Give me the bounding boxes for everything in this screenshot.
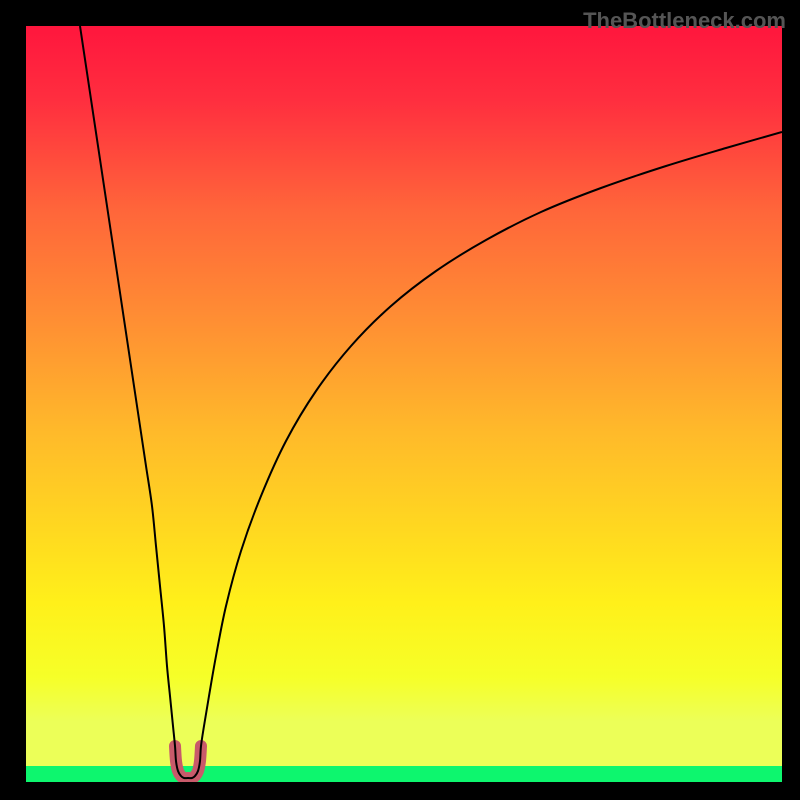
plot-background-gradient: [26, 26, 782, 766]
plot-svg: [26, 26, 782, 782]
plot-background-band: [26, 766, 782, 782]
watermark-text: TheBottleneck.com: [583, 8, 786, 34]
chart-frame: TheBottleneck.com: [0, 0, 800, 800]
bottleneck-plot: [26, 26, 782, 782]
